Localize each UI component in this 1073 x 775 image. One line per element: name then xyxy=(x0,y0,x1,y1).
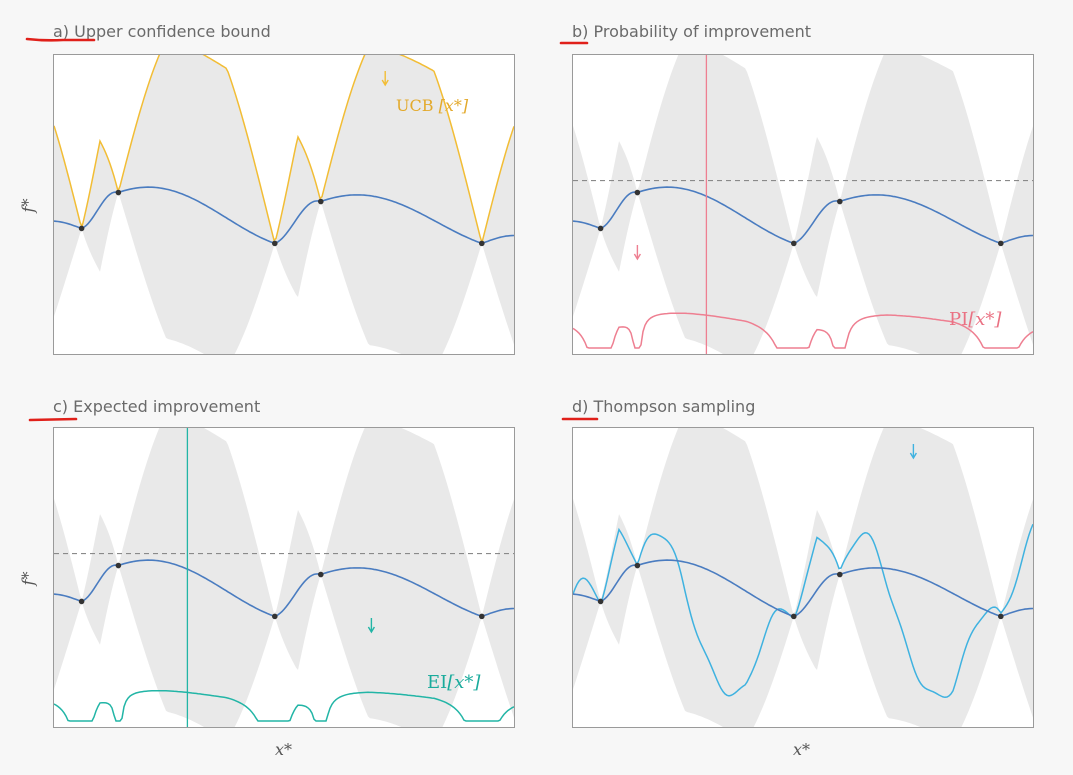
ucb-label-var: [x*] xyxy=(438,96,469,115)
argmax-arrowhead-c xyxy=(367,626,376,634)
observation-point-c-2 xyxy=(272,613,278,620)
observation-point-d-2 xyxy=(791,613,797,620)
ucb-label-name: UCB xyxy=(396,96,434,115)
acquisition-curve-c xyxy=(54,689,514,722)
observation-point-a-0 xyxy=(78,225,85,232)
posterior-mean-a xyxy=(54,186,514,245)
posterior-mean-d xyxy=(573,559,1033,618)
uncertainty-band-c xyxy=(54,428,514,727)
posterior-mean-c xyxy=(54,559,514,618)
acquisition-curve-a xyxy=(54,55,514,246)
observation-point-a-4 xyxy=(479,240,485,247)
acquisition-curve-d xyxy=(573,523,1033,699)
ylabel-top: f* xyxy=(18,198,38,213)
ei-label: EI[x*] xyxy=(427,672,480,693)
observation-point-d-3 xyxy=(837,571,843,578)
observation-point-b-3 xyxy=(837,198,843,205)
pi-label-name: PI xyxy=(949,309,969,330)
observation-point-d-0 xyxy=(597,598,604,605)
panel-c-title: c) Expected improvement xyxy=(53,397,261,416)
argmax-arrowhead-b xyxy=(633,253,642,261)
observation-point-c-3 xyxy=(318,571,324,578)
observation-point-c-0 xyxy=(78,598,85,605)
ei-label-var: [x*] xyxy=(447,672,481,693)
argmax-arrowhead-d xyxy=(909,452,918,460)
observation-point-d-1 xyxy=(634,562,641,569)
pi-label: PI[x*] xyxy=(949,309,1001,330)
panel-b-title: b) Probability of improvement xyxy=(572,22,812,41)
ei-label-name: EI xyxy=(427,672,448,693)
observation-point-b-1 xyxy=(634,189,641,196)
xlabel-left: x* xyxy=(275,740,293,759)
argmax-arrowhead-a xyxy=(381,79,389,87)
xlabel-right: x* xyxy=(793,740,811,759)
panel-d-title: d) Thompson sampling xyxy=(572,397,756,416)
observation-point-b-2 xyxy=(791,240,797,247)
observation-point-c-4 xyxy=(479,613,485,620)
uncertainty-band-d xyxy=(573,428,1033,727)
posterior-mean-b xyxy=(573,186,1033,245)
observation-point-c-1 xyxy=(115,562,122,569)
observation-point-b-4 xyxy=(998,240,1004,247)
ylabel-bottom: f* xyxy=(18,571,38,586)
pi-label-var: [x*] xyxy=(968,309,1002,330)
observation-point-b-0 xyxy=(597,225,604,232)
uncertainty-band-b xyxy=(573,55,1033,354)
observation-point-d-4 xyxy=(998,613,1004,620)
observation-point-a-3 xyxy=(318,198,324,205)
observation-point-a-1 xyxy=(115,189,122,196)
observation-point-a-2 xyxy=(272,240,278,247)
acquisition-curve-b xyxy=(573,312,1033,349)
ucb-label: UCB [x*] xyxy=(396,96,468,115)
panel-a-title: a) Upper confidence bound xyxy=(53,22,271,41)
